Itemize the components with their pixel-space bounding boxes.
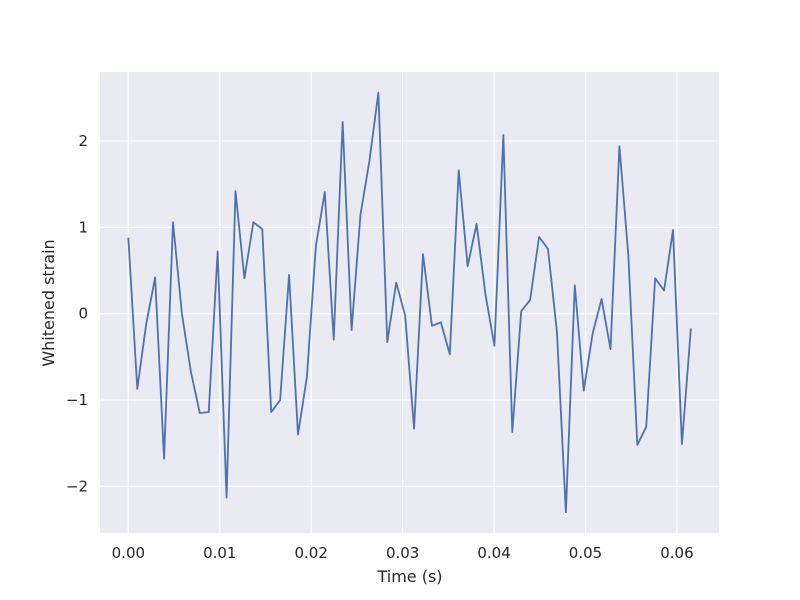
y-tick-label: −1 xyxy=(66,391,88,409)
x-tick-label: 0.04 xyxy=(477,544,510,562)
plot-area xyxy=(100,72,719,533)
y-tick-label: 2 xyxy=(78,132,88,150)
y-tick-labels: −2 −1 0 1 2 xyxy=(66,132,88,495)
x-tick-labels: 0.00 0.01 0.02 0.03 0.04 0.05 0.06 xyxy=(112,544,694,562)
x-tick-label: 0.06 xyxy=(660,544,693,562)
x-tick-label: 0.01 xyxy=(203,544,236,562)
series-line xyxy=(127,91,692,514)
x-tick-label: 0.05 xyxy=(569,544,602,562)
x-tick-label: 0.03 xyxy=(386,544,419,562)
x-tick-label: 0.02 xyxy=(295,544,328,562)
y-axis-label: Whitened strain xyxy=(39,239,58,366)
y-tick-label: 1 xyxy=(78,218,88,236)
x-tick-label: 0.00 xyxy=(112,544,145,562)
y-tick-label: 0 xyxy=(78,305,88,323)
y-tick-label: −2 xyxy=(66,477,88,495)
x-axis-label: Time (s) xyxy=(376,567,442,586)
